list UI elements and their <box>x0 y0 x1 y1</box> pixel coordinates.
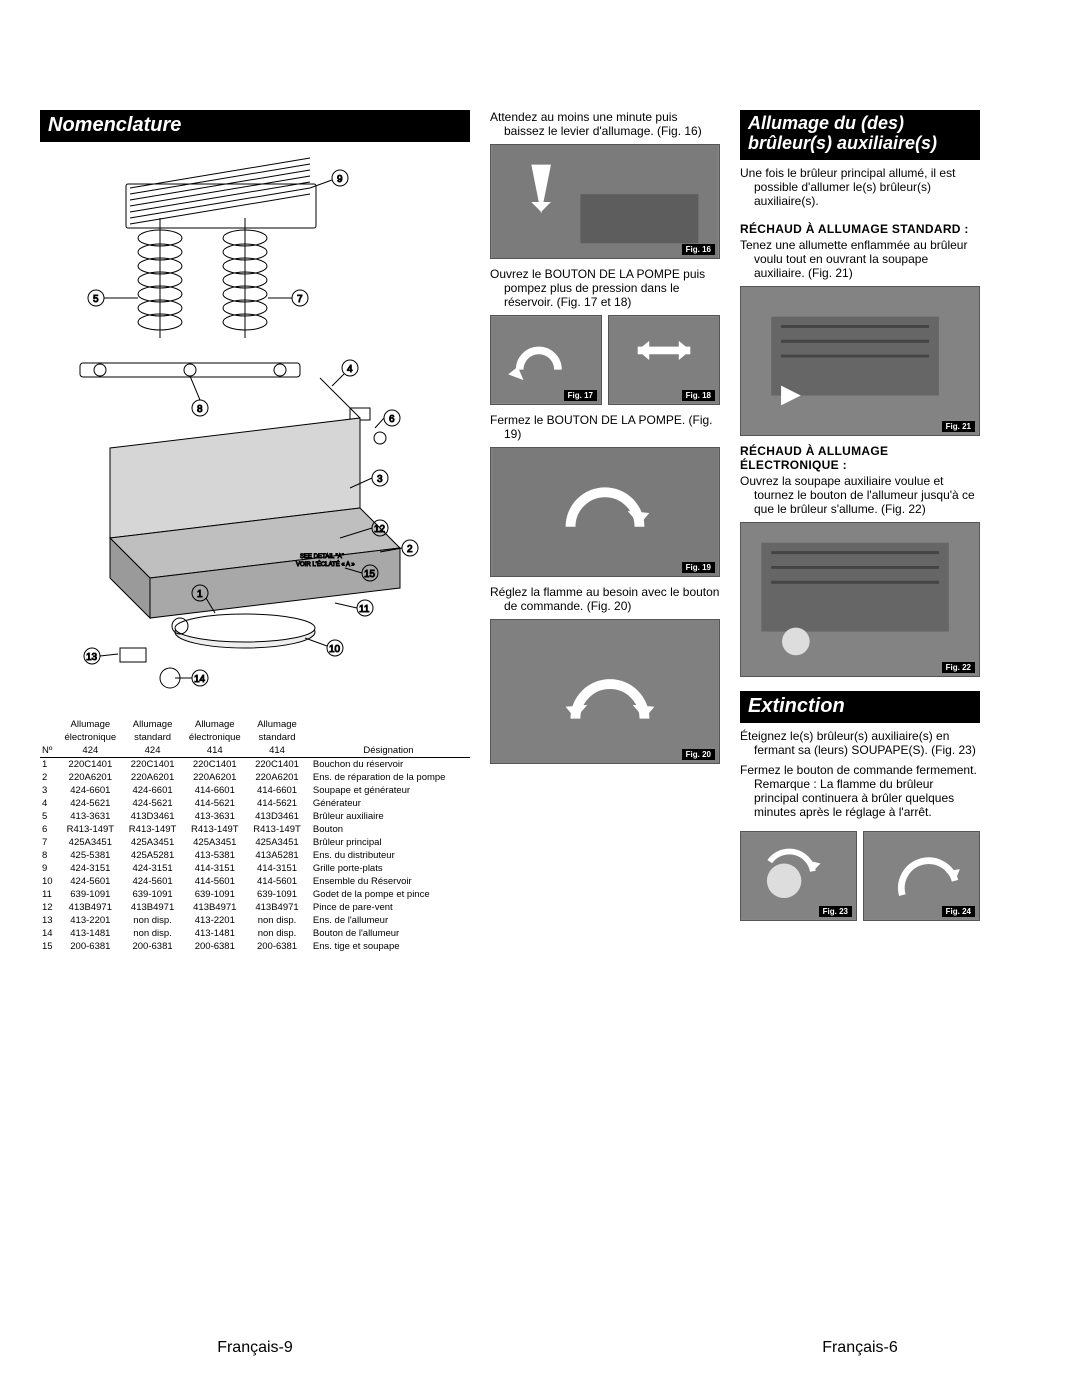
aux-b3: Ouvrez la soupape auxiliaire voulue et t… <box>740 474 980 516</box>
aux-b1: Une fois le brûleur principal allumé, il… <box>740 166 980 208</box>
figure-22-caption: Fig. 22 <box>942 662 975 673</box>
step-b4: Réglez la flamme au besoin avec le bouto… <box>490 585 720 613</box>
ext-b4: Éteignez le(s) brûleur(s) auxiliaire(s) … <box>740 729 980 757</box>
parts-table-head: Allumage Allumage Allumage Allumage élec… <box>40 718 470 758</box>
parts-table: Allumage Allumage Allumage Allumage élec… <box>40 718 470 953</box>
figure-24: Fig. 24 <box>863 831 980 921</box>
exploded-diagram: 9 <box>40 148 470 708</box>
step-b1: Attendez au moins une minute puis baisse… <box>490 110 720 138</box>
svg-text:15: 15 <box>364 569 376 580</box>
extinction-header: Extinction <box>740 691 980 723</box>
svg-text:11: 11 <box>359 604 370 615</box>
middle-column: Attendez au moins une minute puis baisse… <box>490 110 720 1357</box>
svg-text:14: 14 <box>194 674 206 685</box>
svg-text:10: 10 <box>329 644 341 655</box>
figure-23: Fig. 23 <box>740 831 857 921</box>
page-number-left: Français-9 <box>40 1319 470 1357</box>
table-row: 9424-3151424-3151414-3151414-3151Grille … <box>40 862 470 875</box>
figure-18: Fig. 18 <box>608 315 720 405</box>
ext-b5: Fermez le bouton de commande fermement. … <box>740 763 980 819</box>
svg-text:12: 12 <box>374 524 386 535</box>
table-row: 3424-6601424-6601414-6601414-6601Soupape… <box>40 784 470 797</box>
table-row: 6R413-149TR413-149TR413-149TR413-149TBou… <box>40 823 470 836</box>
step-b2: Ouvrez le BOUTON DE LA POMPE puis pompez… <box>490 267 720 309</box>
left-column: Nomenclature 9 <box>40 110 470 1357</box>
exploded-svg: 9 <box>40 148 470 708</box>
sub-standard: RÉCHAUD À ALLUMAGE STANDARD : <box>740 222 980 236</box>
aux-b2: Tenez une allumette enflammée au brûleur… <box>740 238 980 280</box>
svg-text:9: 9 <box>337 174 343 185</box>
figure-17-caption: Fig. 17 <box>564 390 597 401</box>
table-row: 2220A6201220A6201220A6201220A6201Ens. de… <box>40 771 470 784</box>
table-row: 5413-3631413D3461413-3631413D3461Brûleur… <box>40 810 470 823</box>
svg-text:2: 2 <box>407 544 413 555</box>
figure-21: Fig. 21 <box>740 286 980 436</box>
table-row: 7425A3451425A3451425A3451425A3451Brûleur… <box>40 836 470 849</box>
page-root: Nomenclature 9 <box>40 110 1040 1357</box>
figure-21-caption: Fig. 21 <box>942 421 975 432</box>
figure-19-caption: Fig. 19 <box>682 562 715 573</box>
svg-text:7: 7 <box>297 294 303 305</box>
parts-table-body: 1220C1401220C1401220C1401220C1401Bouchon… <box>40 758 470 954</box>
step-b3: Fermez le BOUTON DE LA POMPE. (Fig. 19) <box>490 413 720 441</box>
table-row: 8425-5381425A5281413-5381413A5281Ens. du… <box>40 849 470 862</box>
svg-text:1: 1 <box>197 589 203 600</box>
nomenclature-header: Nomenclature <box>40 110 470 142</box>
right-column: Allumage du (des) brûleur(s) auxiliaire(… <box>740 110 980 1357</box>
figure-16: Fig. 16 <box>490 144 720 259</box>
table-row: 10424-5601424-5601414-5601414-5601Ensemb… <box>40 875 470 888</box>
table-row: 15200-6381200-6381200-6381200-6381Ens. t… <box>40 940 470 953</box>
table-row: 13413-2201non disp.413-2201non disp.Ens.… <box>40 914 470 927</box>
svg-text:8: 8 <box>197 404 203 415</box>
figure-19: Fig. 19 <box>490 447 720 577</box>
table-row: 14413-1481non disp.413-1481non disp.Bout… <box>40 927 470 940</box>
table-row: 12413B4971413B4971413B4971413B4971Pince … <box>40 901 470 914</box>
figure-20: Fig. 20 <box>490 619 720 764</box>
svg-text:VOIR L'ÉCLATÉ « A »: VOIR L'ÉCLATÉ « A » <box>296 561 355 568</box>
svg-text:SEE DETAIL "A": SEE DETAIL "A" <box>300 554 344 560</box>
svg-text:13: 13 <box>86 652 98 663</box>
aux-burner-header: Allumage du (des) brûleur(s) auxiliaire(… <box>740 110 980 160</box>
figure-16-caption: Fig. 16 <box>682 244 715 255</box>
figure-18-caption: Fig. 18 <box>682 390 715 401</box>
svg-text:3: 3 <box>377 474 383 485</box>
table-row: 4424-5621424-5621414-5621414-5621Générat… <box>40 797 470 810</box>
svg-text:5: 5 <box>93 294 99 305</box>
table-row: 1220C1401220C1401220C1401220C1401Bouchon… <box>40 758 470 772</box>
svg-text:4: 4 <box>347 364 353 375</box>
figure-20-caption: Fig. 20 <box>682 749 715 760</box>
sub-electronic: RÉCHAUD À ALLUMAGE ÉLECTRONIQUE : <box>740 444 980 472</box>
figure-23-caption: Fig. 23 <box>819 906 852 917</box>
figure-24-caption: Fig. 24 <box>942 906 975 917</box>
svg-text:6: 6 <box>389 414 395 425</box>
figure-22: Fig. 22 <box>740 522 980 677</box>
figure-17: Fig. 17 <box>490 315 602 405</box>
page-number-right: Français-6 <box>740 1319 980 1357</box>
table-row: 11639-1091639-1091639-1091639-1091Godet … <box>40 888 470 901</box>
